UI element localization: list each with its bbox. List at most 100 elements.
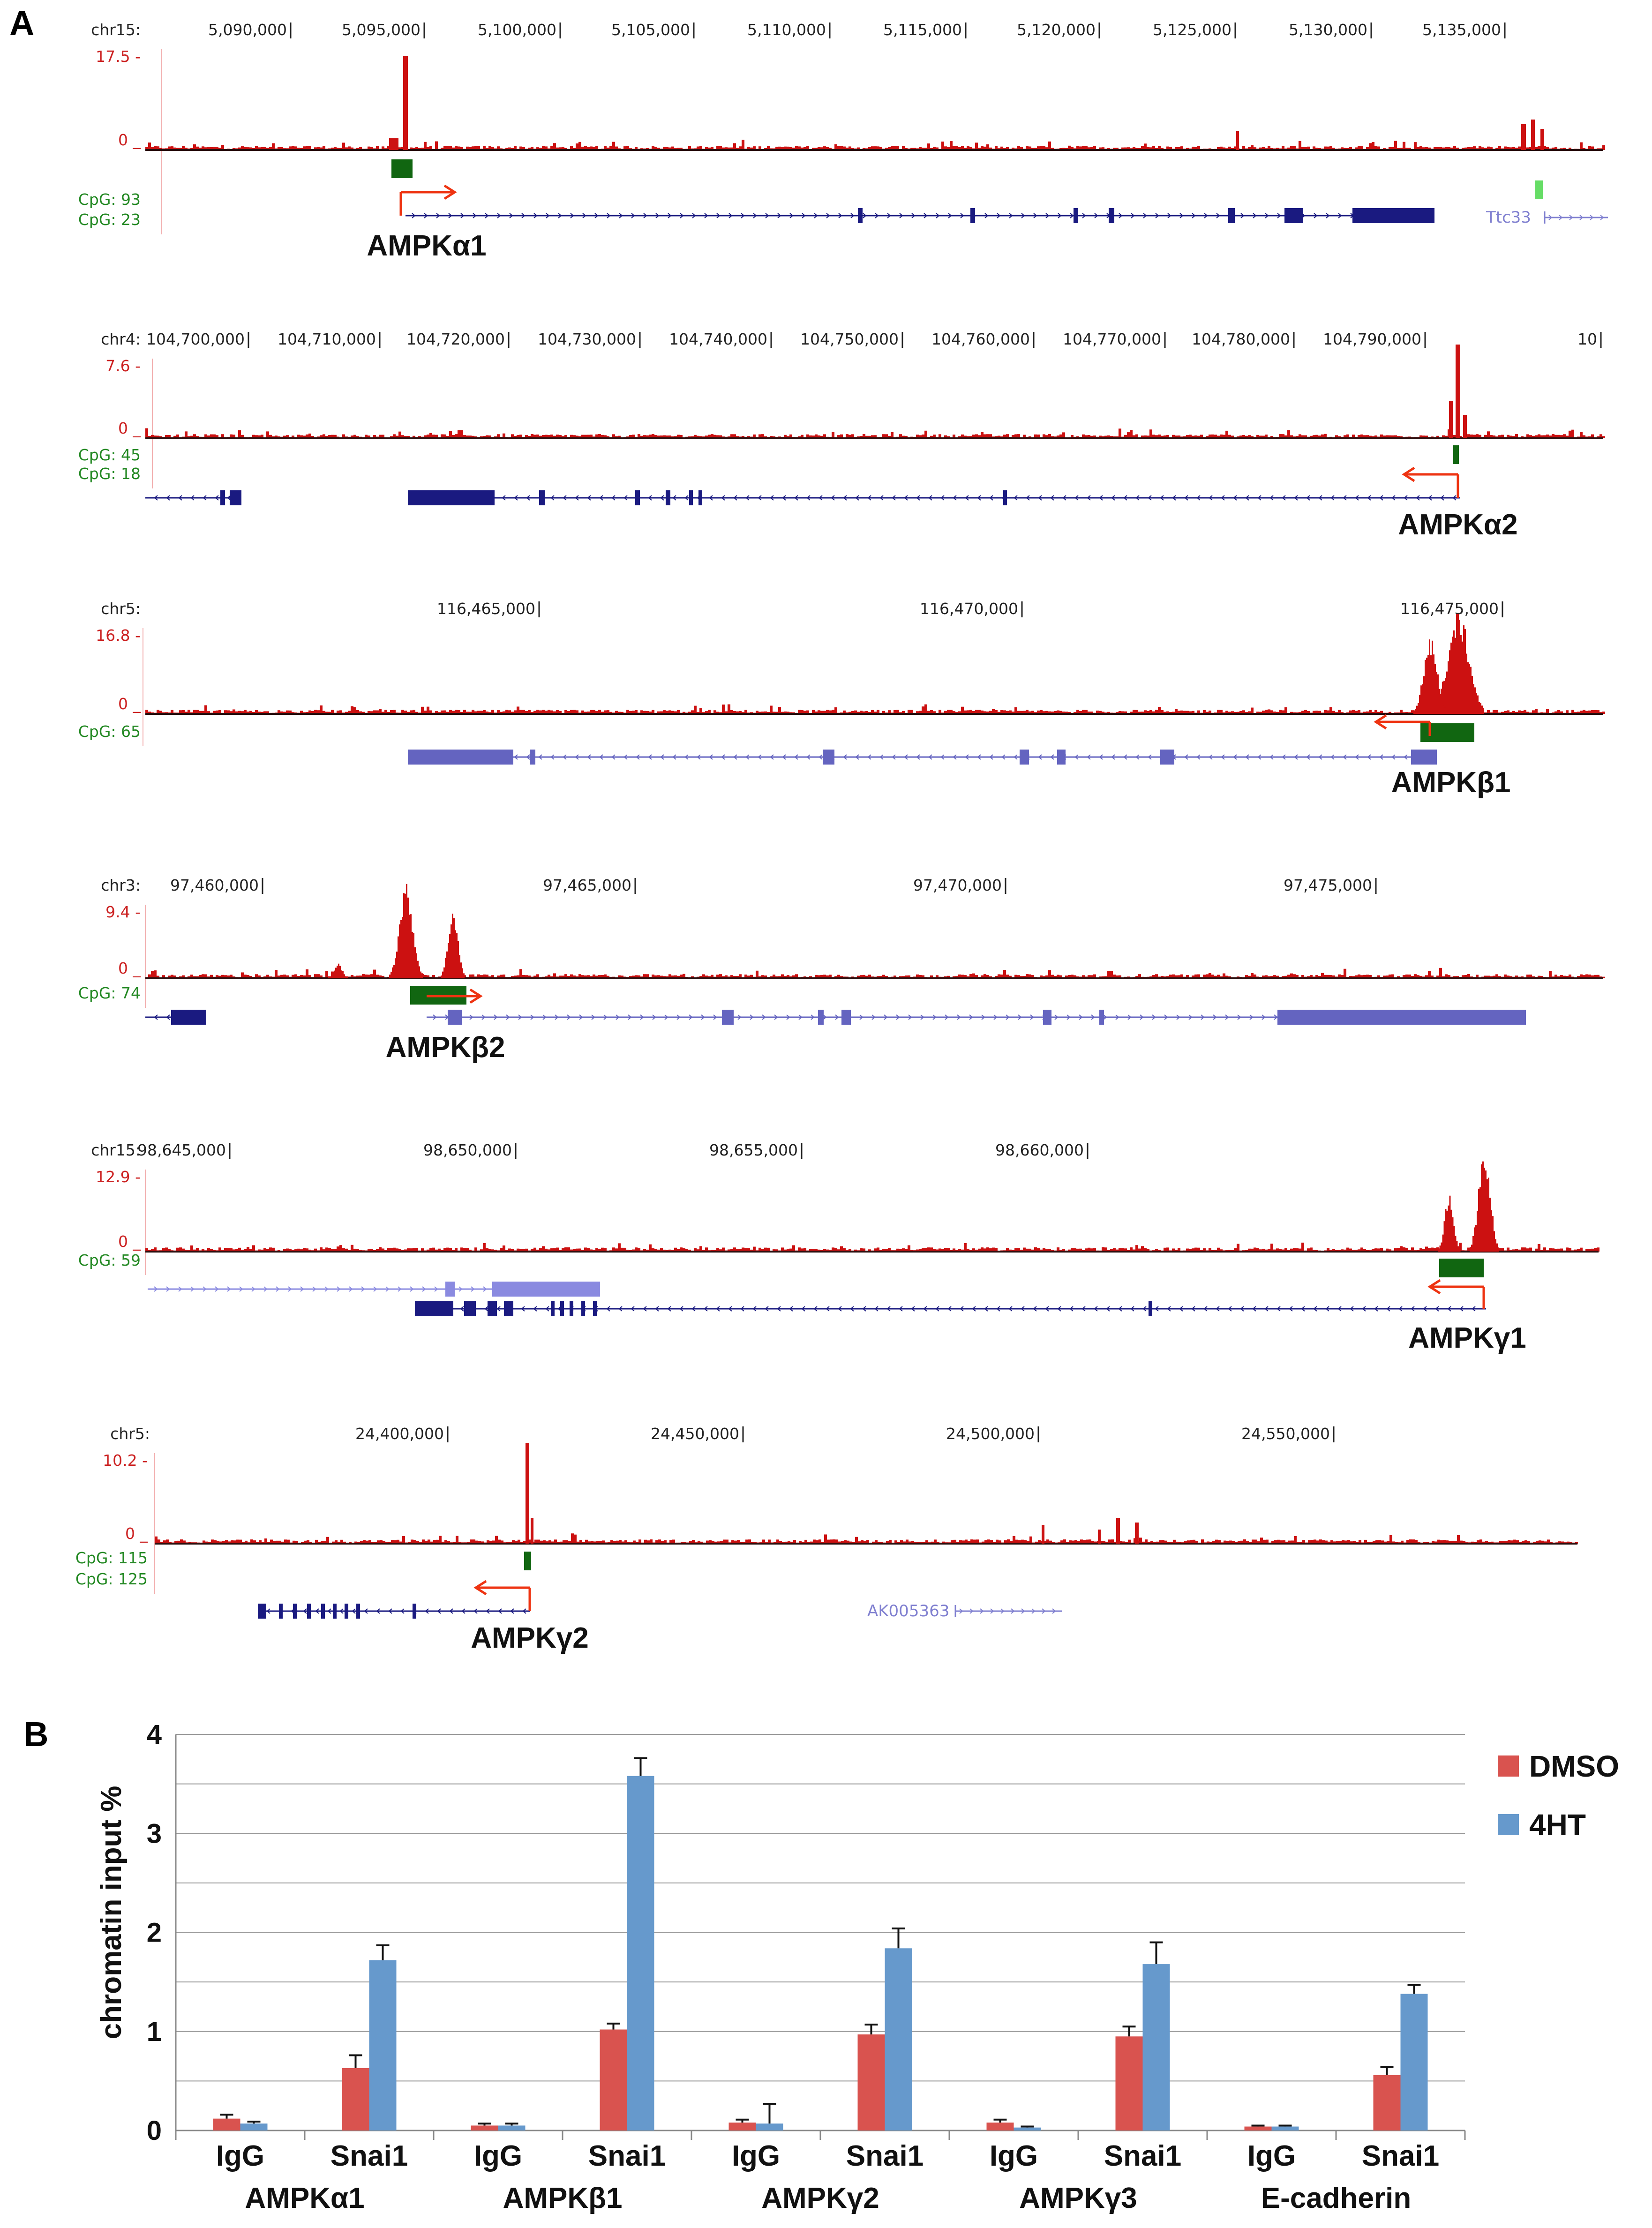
y-max-label: 9.4 - (105, 903, 141, 921)
bar-4ht-AMPKγ3-IgG (1014, 2127, 1041, 2130)
tss-arrow (1374, 714, 1431, 736)
x-subcategory-label: IgG (216, 2140, 264, 2172)
y-max-label: 7.6 - (105, 357, 141, 375)
x-group-label: AMPKβ1 (503, 2182, 623, 2214)
cpg-label: CpG: 45 (78, 446, 141, 464)
gene-model (145, 1010, 206, 1025)
cpg-island (1439, 1259, 1484, 1277)
x-group-label: AMPKγ2 (761, 2182, 879, 2214)
x-subcategory-label: Snai1 (330, 2140, 408, 2172)
y-zero-label: 0 _ (118, 695, 141, 713)
coord-label: 104,790,000 (1323, 330, 1421, 348)
coord-label: 24,450,000 (651, 1425, 739, 1443)
gene-label: AMPKγ2 (471, 1622, 589, 1654)
signal-track (145, 1242, 1599, 1252)
x-subcategory-label: Snai1 (588, 2140, 666, 2172)
coord-label: 104,770,000 (1063, 330, 1161, 348)
cpg-island (1535, 180, 1543, 199)
legend-label: 4HT (1529, 1808, 1586, 1842)
cpg-island (391, 159, 413, 178)
coord-label: 104,740,000 (669, 330, 767, 348)
tss-arrow (1427, 1279, 1485, 1309)
y-tick-label: 0 (147, 2115, 162, 2146)
track-1: chr15: 5,090,000 5,095,000 5,100,000 5,105,0… (78, 21, 1608, 262)
gene-label: AMPKβ1 (1391, 766, 1511, 799)
bar-dmso-E-cadherin-IgG (1244, 2126, 1272, 2130)
gene-label: AMPKα2 (1398, 509, 1517, 541)
tss-arrow (399, 184, 457, 216)
bar-4ht-E-cadherin-IgG (1271, 2126, 1299, 2130)
cpg-island (1453, 445, 1459, 464)
coord-label: 10 (1577, 330, 1597, 348)
legend-item-dmso: DMSO (1498, 1749, 1619, 1783)
signal-peak (526, 1443, 529, 1544)
signal-track (145, 140, 1605, 150)
signal-peak (1413, 639, 1447, 714)
gene-label: AMPKα1 (367, 230, 486, 262)
y-zero-label: 0 _ (118, 131, 141, 149)
tss-arrow (427, 988, 483, 1004)
y-zero-label: 0 _ (118, 1232, 141, 1251)
signal-peak (1432, 614, 1484, 714)
legend-swatch (1498, 1755, 1519, 1777)
coord-label: 104,750,000 (800, 330, 899, 348)
gene-model (415, 1301, 1486, 1316)
signal-peak (441, 914, 465, 978)
signal-peak (1463, 415, 1467, 438)
signal-peak (1531, 120, 1535, 150)
coord-label: 104,700,000 (146, 330, 245, 348)
bar-dmso-AMPKγ3-IgG (986, 2123, 1014, 2130)
panel-a-label: A (9, 4, 34, 43)
track-2: chr4: 104,700,000 104,710,000 104,720,000 10… (78, 330, 1605, 541)
y-max-label: 10.2 - (103, 1451, 148, 1470)
y-max-label: 16.8 - (96, 626, 141, 645)
signal-peak (1236, 131, 1239, 150)
coord-label: 97,465,000 (543, 876, 631, 894)
bar-dmso-AMPKγ3-Snai1 (1115, 2036, 1143, 2130)
gene-model (427, 1010, 1526, 1025)
gene-model (405, 208, 1434, 223)
y-max-label: 17.5 - (96, 47, 141, 66)
bar-4ht-AMPKβ1-IgG (498, 2125, 526, 2130)
signal-peak (1116, 1518, 1120, 1544)
coord-label: 104,720,000 (406, 330, 505, 348)
y-max-label: 12.9 - (96, 1168, 141, 1186)
extra-gene-label: Ttc33 (1486, 208, 1531, 227)
gene-model (145, 490, 241, 505)
x-subcategory-label: Snai1 (1104, 2140, 1181, 2172)
legend-item-4ht: 4HT (1498, 1808, 1586, 1842)
coord-label: 5,135,000 (1422, 21, 1501, 39)
signal-peak (1135, 1523, 1139, 1544)
signal-peak (531, 1518, 533, 1544)
chrom-label: chr3: (101, 876, 141, 894)
coord-label: 24,400,000 (355, 1425, 444, 1443)
signal-track (155, 1533, 1578, 1544)
cpg-island (1420, 723, 1474, 742)
coord-label: 116,475,000 (1400, 600, 1499, 618)
coord-label: 116,465,000 (437, 600, 535, 618)
signal-peak (1098, 1530, 1101, 1544)
gene-label: AMPKγ1 (1408, 1322, 1526, 1354)
bar-4ht-AMPKγ2-IgG (756, 2123, 783, 2130)
signal-peak (389, 884, 423, 978)
bar-4ht-AMPKα1-Snai1 (369, 1960, 397, 2130)
signal-peak (389, 138, 398, 150)
cpg-label: CpG: 74 (78, 984, 141, 1002)
cpg-label: CpG: 18 (78, 465, 141, 483)
y-zero-label: 0 _ (125, 1524, 148, 1543)
track-6: chr5: 24,400,000 24,450,000 24,500,000 24,55… (75, 1425, 1578, 1654)
coord-label: 5,130,000 (1289, 21, 1367, 39)
coord-label: 5,110,000 (747, 21, 826, 39)
y-tick-label: 2 (147, 1918, 162, 1948)
coord-label: 98,650,000 (423, 1141, 512, 1159)
bar-dmso-AMPKα1-IgG (213, 2118, 240, 2130)
coord-label: 97,470,000 (913, 876, 1002, 894)
bar-chart: chromatin input % 0 1 2 3 4 IgG Snai1 AMPKα1 IgG… (95, 1719, 1619, 2214)
legend-swatch (1498, 1814, 1519, 1835)
x-subcategory-label: IgG (732, 2140, 780, 2172)
chrom-label: chr15: (91, 1141, 141, 1159)
coord-label: 24,550,000 (1241, 1425, 1330, 1443)
coord-label: 97,475,000 (1284, 876, 1372, 894)
bar-dmso-AMPKγ2-Snai1 (857, 2034, 885, 2130)
